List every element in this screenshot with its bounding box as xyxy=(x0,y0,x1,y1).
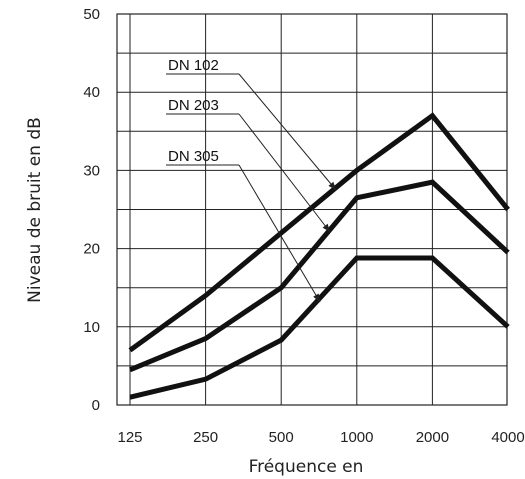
arrowhead-icon xyxy=(328,181,336,190)
x-tick-labels: 125 250 500 1000 2000 4000 xyxy=(117,429,524,446)
x-axis-title: Fréquence en xyxy=(249,457,364,477)
x-tick-label: 125 xyxy=(117,429,142,446)
y-tick-label: 50 xyxy=(83,6,100,23)
series-label-dn-102: DN 102 xyxy=(168,57,219,74)
y-tick-label: 30 xyxy=(83,162,100,179)
series-line-dn-102 xyxy=(128,112,510,353)
y-tick-labels: 0 10 20 30 40 50 xyxy=(83,6,100,414)
y-tick-label: 10 xyxy=(83,319,100,336)
series-leader-line xyxy=(238,73,337,191)
y-tick-label: 40 xyxy=(83,84,100,101)
series-leader-line xyxy=(238,113,331,233)
y-tick-label: 20 xyxy=(83,241,100,258)
y-axis-title: Niveau de bruit en dB xyxy=(25,117,45,303)
arrowhead-icon xyxy=(313,293,320,302)
series-line-dn-203 xyxy=(129,179,510,373)
x-tick-label: 500 xyxy=(269,429,294,446)
x-tick-label: 250 xyxy=(193,429,218,446)
series-labels: DN 102 DN 203 DN 305 xyxy=(166,57,337,303)
series-label-dn-305: DN 305 xyxy=(168,148,219,165)
arrowhead-icon xyxy=(322,223,330,232)
x-tick-label: 4000 xyxy=(491,429,524,446)
series-label-dn-203: DN 203 xyxy=(168,97,219,114)
x-tick-label: 2000 xyxy=(416,429,449,446)
series-leader-line xyxy=(238,164,321,303)
y-tick-label: 0 xyxy=(92,397,100,414)
series-line-dn-305 xyxy=(129,255,510,400)
x-tick-label: 1000 xyxy=(340,429,373,446)
